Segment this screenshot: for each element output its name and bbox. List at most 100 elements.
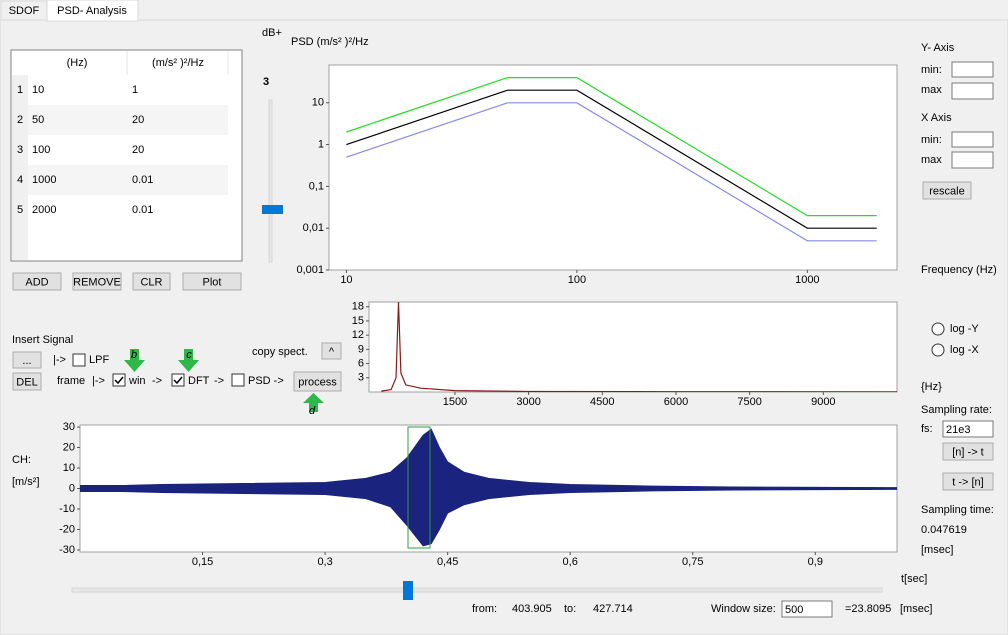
row-number: 5: [17, 204, 23, 216]
cell: 10: [32, 84, 44, 96]
cell: 0.01: [132, 204, 153, 216]
fs-input-text: 21e3: [946, 424, 970, 436]
value: 0.047619: [921, 524, 967, 536]
checkbox[interactable]: [231, 373, 245, 387]
tab-label: SDOF: [9, 5, 40, 17]
fs-input[interactable]: [942, 420, 994, 438]
convert-button[interactable]: [942, 472, 994, 491]
x-tick-label: 6000: [664, 396, 688, 408]
gain-value: 3: [263, 76, 269, 88]
y-tick-label: 0,01: [303, 222, 324, 234]
convert-button[interactable]: [942, 442, 994, 461]
checkbox-label: win: [128, 375, 146, 387]
x-tick-label: 0,75: [682, 556, 703, 568]
row-number: 1: [17, 84, 23, 96]
cell: 1: [132, 84, 138, 96]
y-tick-label: 3: [358, 372, 364, 384]
label: frame: [57, 375, 85, 387]
tab-selected[interactable]: [46, 0, 139, 22]
slider-thumb[interactable]: [403, 581, 413, 600]
tab-label: PSD- Analysis: [57, 5, 127, 17]
table-button[interactable]: [132, 272, 171, 291]
y-tick-label: 12: [352, 329, 364, 341]
label: CH:: [12, 454, 31, 466]
label: Window size:: [711, 603, 776, 615]
signal-area: [80, 428, 897, 489]
data-line: [381, 302, 897, 392]
y-tick-label: 6: [358, 357, 364, 369]
table-button[interactable]: [182, 272, 242, 291]
rescale-button[interactable]: [922, 181, 972, 200]
table-button[interactable]: [72, 272, 122, 291]
x-tick-label: 0,3: [317, 556, 332, 568]
label: |->: [92, 375, 105, 387]
x-max-input[interactable]: [951, 151, 994, 169]
x-min-input[interactable]: [951, 131, 994, 148]
cell: 2000: [32, 204, 56, 216]
y-max-input[interactable]: [951, 82, 994, 100]
browse-button[interactable]: [12, 351, 42, 369]
label: fs:: [921, 423, 933, 435]
checkbox-tick: [114, 376, 124, 385]
y-tick-label: -30: [59, 544, 75, 556]
window-size-input[interactable]: [781, 600, 833, 618]
label: max: [921, 84, 942, 96]
label: [m/s²]: [12, 476, 40, 488]
cell: 0.01: [132, 174, 153, 186]
del-button[interactable]: [12, 372, 42, 391]
column-header: (m/s² )²/Hz: [152, 57, 204, 69]
cell: 1000: [32, 174, 56, 186]
row-header-column: [12, 75, 28, 260]
y-tick-label: -10: [59, 503, 75, 515]
y-tick-label: 15: [352, 315, 364, 327]
radio[interactable]: [931, 322, 945, 336]
x-tick-label: 10: [340, 274, 352, 286]
convert-button-label: t -> [n]: [952, 476, 984, 488]
table-button-label: Plot: [203, 276, 222, 288]
x-tick-label: 0,6: [563, 556, 578, 568]
checkbox[interactable]: [72, 353, 86, 367]
y-tick-label: 18: [352, 301, 364, 313]
column-header: (Hz): [67, 57, 88, 69]
checkbox[interactable]: [112, 373, 126, 387]
cell: 50: [32, 114, 44, 126]
label: |->: [53, 354, 66, 366]
rescale-button-label: rescale: [929, 185, 964, 197]
marker-label: b: [131, 349, 137, 361]
plot-marks: [346, 77, 877, 242]
copy-button[interactable]: [321, 342, 342, 360]
label: copy spect.: [252, 346, 308, 358]
table-button-label: REMOVE: [73, 276, 121, 288]
plot-marks: [80, 428, 897, 547]
y-tick-label: 0: [69, 482, 75, 494]
x-tick-label: 9000: [811, 396, 835, 408]
label: ->: [152, 375, 162, 387]
checkbox-label: LPF: [89, 354, 109, 366]
slider-thumb[interactable]: [262, 205, 283, 214]
process-button[interactable]: [293, 371, 342, 392]
label: {Hz}: [921, 381, 942, 393]
table: [10, 49, 243, 262]
checkbox-label: DFT: [188, 375, 210, 387]
y-tick-label: 0,001: [296, 264, 324, 276]
gain-label: dB+: [262, 27, 282, 39]
slider-track: [71, 587, 883, 593]
value: 427.714: [593, 603, 633, 615]
plot-area: [368, 301, 898, 393]
x-axis-label: t[sec]: [901, 573, 927, 585]
data-line: [346, 89, 877, 229]
y-tick-label: 30: [63, 421, 75, 433]
del-button-label: DEL: [16, 376, 37, 388]
table-button[interactable]: [12, 272, 62, 291]
table-button-label: ADD: [25, 276, 48, 288]
section-label: X Axis: [921, 112, 952, 124]
data-line: [346, 102, 877, 242]
row-shade: [28, 105, 228, 135]
y-min-input[interactable]: [951, 61, 994, 78]
cell: 20: [132, 144, 144, 156]
x-tick-label: 7500: [737, 396, 761, 408]
convert-button-label: [n] -> t: [952, 446, 984, 458]
radio[interactable]: [931, 343, 945, 357]
checkbox[interactable]: [171, 373, 185, 387]
